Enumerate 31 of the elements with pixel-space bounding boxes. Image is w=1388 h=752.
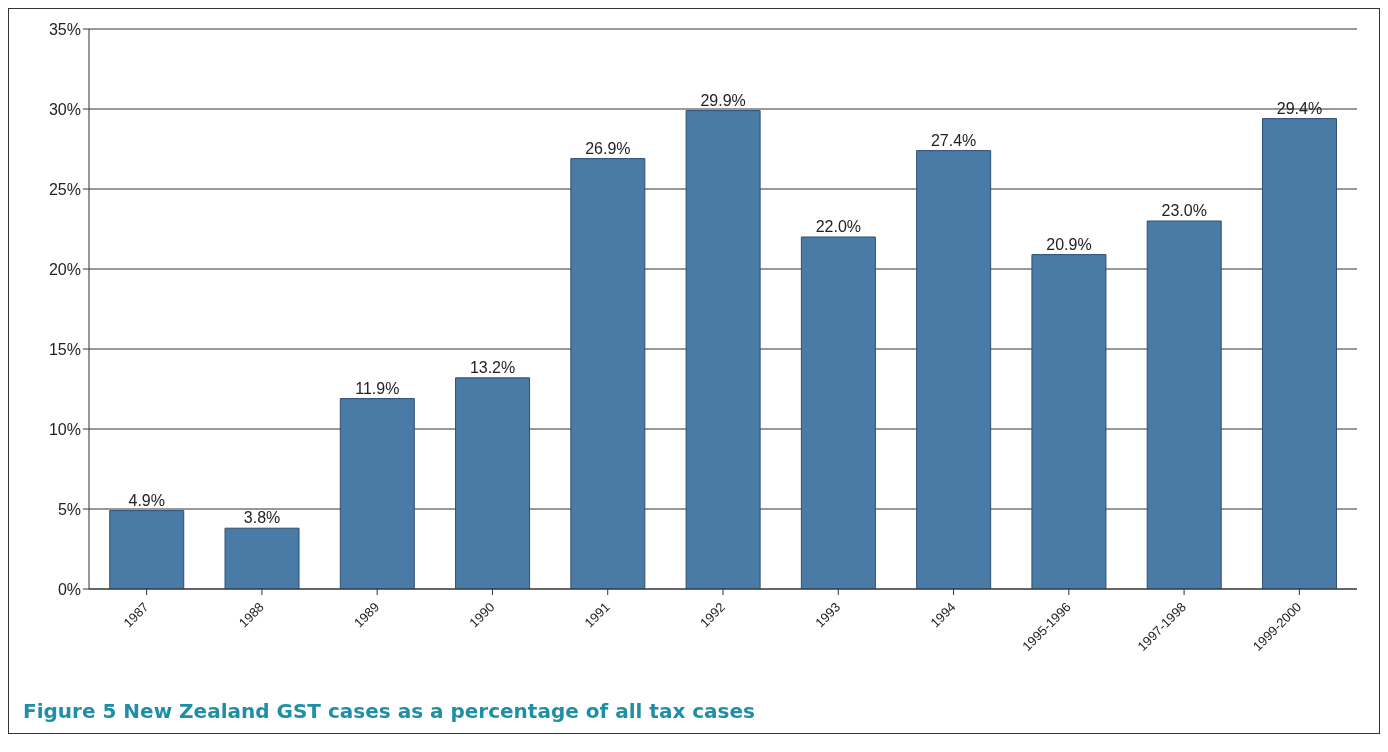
bar [1031,254,1107,589]
data-label: 13.2% [469,358,516,376]
bar [800,236,876,589]
caption: Figure 5 New Zealand GST cases as a percentage of all tax cases [22,699,756,725]
bar [1261,118,1337,589]
y-tick-label: 30% [48,100,81,118]
data-label: 29.9% [700,91,746,109]
data-label: 20.9% [1046,235,1092,253]
y-tick-label: 20% [48,260,81,278]
y-tick-label: 25% [48,180,81,198]
y-tick-label: 35% [48,20,81,38]
data-label: 23.0% [1161,202,1207,219]
bar [339,398,415,589]
bar [570,158,646,589]
data-label: 22.0% [815,218,862,235]
data-label: 11.9% [355,379,400,397]
data-label: 4.9% [128,491,165,509]
data-label: 3.8% [243,509,281,527]
y-tick-label: 15% [48,340,81,358]
data-label: 26.9% [585,139,631,157]
bar [685,110,761,589]
y-tick-label: 5% [57,500,81,518]
bar [1146,220,1222,589]
y-tick-label: 0% [57,580,81,598]
bar [224,527,300,589]
bar [109,510,185,589]
y-tick-label: 10% [48,420,81,438]
data-label: 29.4% [1276,99,1323,117]
bar [916,150,992,589]
bar [455,377,531,589]
data-label: 27.4% [930,131,977,149]
